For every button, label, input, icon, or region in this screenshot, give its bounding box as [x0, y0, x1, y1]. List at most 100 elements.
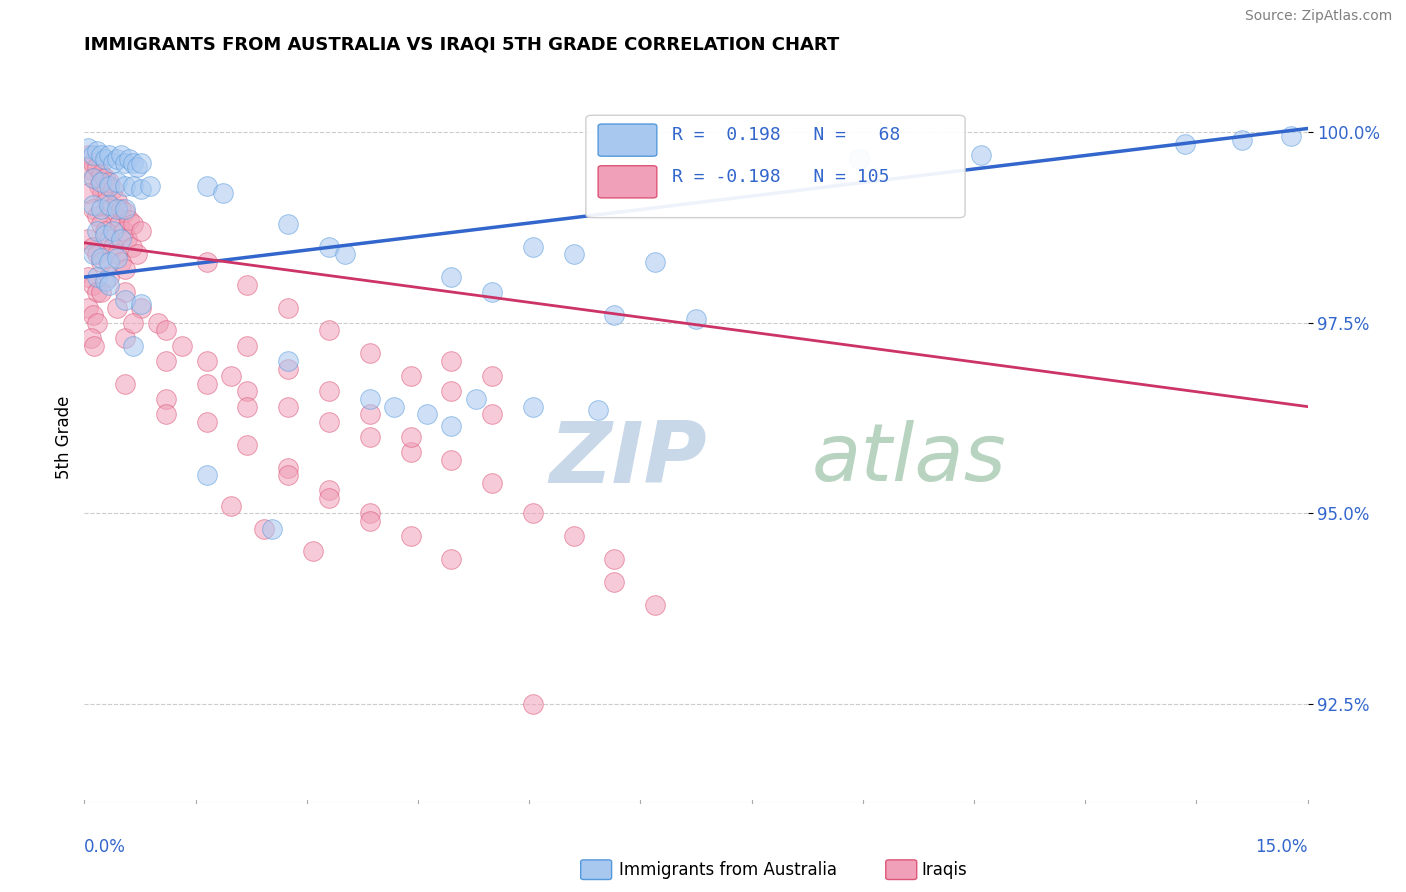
- Point: [90, 251, 112, 265]
- Point: [603, 308, 626, 322]
- Point: [335, 247, 357, 261]
- Point: [86, 145, 108, 159]
- Point: [86, 209, 108, 223]
- Text: atlas: atlas: [813, 420, 1007, 498]
- Point: [359, 407, 381, 421]
- Point: [195, 178, 218, 193]
- Point: [90, 175, 112, 189]
- Point: [644, 255, 666, 269]
- FancyBboxPatch shape: [586, 115, 965, 218]
- Point: [195, 376, 218, 391]
- Point: [87, 178, 110, 193]
- Point: [86, 270, 108, 285]
- Point: [131, 224, 153, 238]
- Point: [277, 468, 299, 483]
- Point: [318, 384, 340, 399]
- Point: [104, 209, 127, 223]
- Point: [359, 514, 381, 528]
- Point: [97, 197, 120, 211]
- Text: ZIP: ZIP: [550, 417, 707, 500]
- Point: [399, 529, 422, 543]
- Point: [277, 217, 299, 231]
- Point: [212, 186, 235, 201]
- Point: [114, 376, 136, 391]
- Text: IMMIGRANTS FROM AUSTRALIA VS IRAQI 5TH GRADE CORRELATION CHART: IMMIGRANTS FROM AUSTRALIA VS IRAQI 5TH G…: [84, 36, 839, 54]
- Point: [359, 506, 381, 520]
- Point: [1279, 129, 1302, 144]
- Point: [155, 392, 177, 406]
- Point: [301, 544, 323, 558]
- Point: [105, 152, 128, 166]
- Point: [277, 400, 299, 414]
- Point: [82, 148, 104, 162]
- Point: [114, 262, 136, 277]
- Point: [96, 194, 118, 208]
- Point: [86, 160, 108, 174]
- Point: [464, 392, 486, 406]
- Point: [359, 346, 381, 360]
- Point: [93, 224, 115, 238]
- Point: [97, 255, 120, 269]
- Point: [318, 415, 340, 429]
- Point: [440, 552, 463, 566]
- Point: [399, 430, 422, 444]
- Point: [114, 155, 136, 169]
- Point: [101, 155, 124, 169]
- Point: [685, 312, 707, 326]
- Point: [105, 175, 128, 189]
- Point: [848, 152, 870, 166]
- Point: [131, 155, 153, 169]
- Point: [97, 148, 120, 162]
- Point: [97, 175, 120, 189]
- Point: [277, 301, 299, 315]
- Point: [236, 338, 259, 352]
- Point: [97, 277, 120, 292]
- Point: [127, 160, 149, 174]
- Point: [82, 171, 104, 186]
- Point: [105, 301, 128, 315]
- Point: [522, 400, 544, 414]
- Text: R =  0.198   N =   68: R = 0.198 N = 68: [672, 126, 900, 144]
- Text: R = -0.198   N = 105: R = -0.198 N = 105: [672, 168, 889, 186]
- Point: [562, 247, 585, 261]
- Point: [603, 574, 626, 589]
- Point: [131, 301, 153, 315]
- Point: [399, 445, 422, 459]
- Point: [90, 202, 112, 216]
- Point: [1174, 136, 1197, 151]
- Point: [416, 407, 439, 421]
- Point: [131, 297, 153, 311]
- Point: [93, 152, 115, 166]
- Point: [122, 155, 145, 169]
- Point: [86, 247, 108, 261]
- Point: [77, 270, 100, 285]
- Point: [131, 182, 153, 196]
- Point: [77, 301, 100, 315]
- Point: [236, 277, 259, 292]
- Point: [399, 369, 422, 384]
- Text: Iraqis: Iraqis: [921, 861, 967, 879]
- Point: [121, 239, 143, 253]
- Point: [481, 369, 503, 384]
- Point: [970, 148, 993, 162]
- Point: [138, 178, 160, 193]
- Point: [122, 338, 145, 352]
- Point: [86, 316, 108, 330]
- Point: [481, 407, 503, 421]
- Point: [114, 205, 136, 219]
- Point: [112, 224, 135, 238]
- Point: [77, 186, 100, 201]
- Point: [644, 598, 666, 612]
- Point: [77, 232, 100, 246]
- Y-axis label: 5th Grade: 5th Grade: [55, 395, 73, 479]
- Point: [105, 247, 128, 261]
- Point: [77, 140, 100, 154]
- Point: [195, 468, 218, 483]
- Point: [195, 255, 218, 269]
- Point: [122, 316, 145, 330]
- Point: [86, 224, 108, 238]
- Point: [82, 239, 104, 253]
- Point: [90, 217, 112, 231]
- Point: [91, 186, 114, 201]
- Point: [359, 430, 381, 444]
